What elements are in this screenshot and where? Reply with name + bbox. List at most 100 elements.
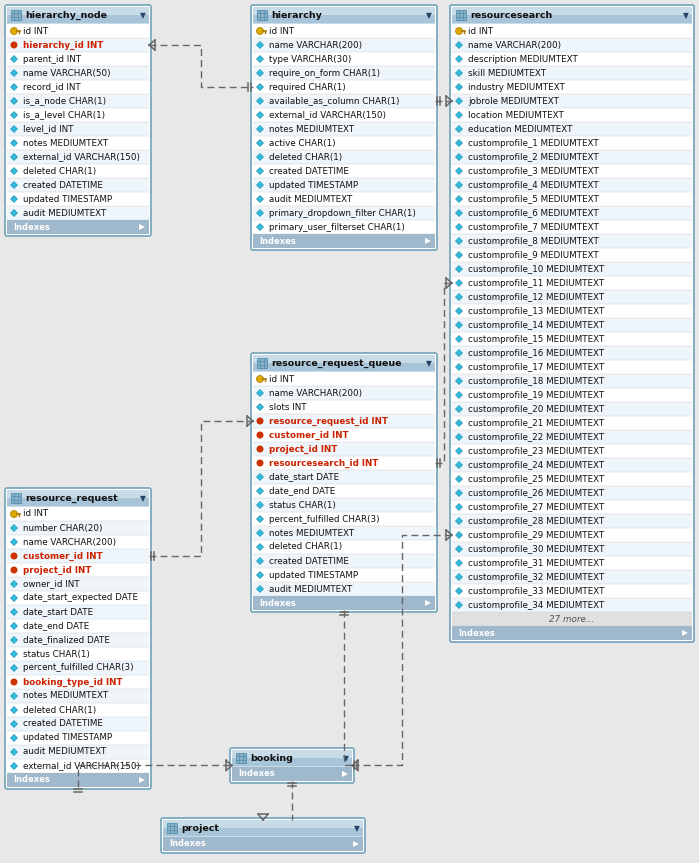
Bar — [7, 521, 149, 535]
Polygon shape — [10, 748, 17, 755]
Polygon shape — [10, 608, 17, 615]
Text: created DATETIME: created DATETIME — [23, 720, 103, 728]
Text: notes MEDIUMTEXT: notes MEDIUMTEXT — [23, 138, 108, 148]
Bar — [253, 136, 435, 150]
Text: updated TIMESTAMP: updated TIMESTAMP — [23, 194, 112, 204]
Text: booking_type_id INT: booking_type_id INT — [23, 677, 122, 687]
Text: customprofile_28 MEDIUMTEXT: customprofile_28 MEDIUMTEXT — [468, 516, 605, 526]
Text: status CHAR(1): status CHAR(1) — [269, 501, 336, 509]
Polygon shape — [257, 41, 264, 48]
Text: id INT: id INT — [269, 375, 294, 383]
Text: date_end DATE: date_end DATE — [269, 487, 336, 495]
Text: primary_user_filterset CHAR(1): primary_user_filterset CHAR(1) — [269, 223, 405, 231]
Text: percent_fulfilled CHAR(3): percent_fulfilled CHAR(3) — [23, 664, 134, 672]
Text: created DATETIME: created DATETIME — [269, 557, 349, 565]
Text: ▶: ▶ — [139, 223, 145, 231]
Bar — [253, 150, 435, 164]
Polygon shape — [10, 98, 17, 104]
Bar — [7, 66, 149, 80]
Polygon shape — [456, 210, 463, 217]
Text: customprofile_13 MEDIUMTEXT: customprofile_13 MEDIUMTEXT — [468, 306, 605, 316]
Bar — [253, 442, 435, 456]
Bar — [452, 15, 692, 23]
Bar — [7, 675, 149, 689]
Polygon shape — [456, 70, 463, 77]
Bar — [7, 703, 149, 717]
Polygon shape — [257, 140, 264, 147]
Polygon shape — [10, 84, 17, 91]
Text: record_id INT: record_id INT — [23, 83, 81, 91]
Text: customprofile_2 MEDIUMTEXT: customprofile_2 MEDIUMTEXT — [468, 153, 599, 161]
Text: notes MEDIUMTEXT: notes MEDIUMTEXT — [269, 124, 354, 134]
Bar — [7, 731, 149, 745]
Text: number CHAR(20): number CHAR(20) — [23, 524, 103, 532]
Polygon shape — [456, 406, 463, 413]
Bar — [163, 828, 363, 836]
Text: skill MEDIUMTEXT: skill MEDIUMTEXT — [468, 68, 546, 78]
Text: percent_fulfilled CHAR(3): percent_fulfilled CHAR(3) — [269, 514, 380, 524]
Bar — [11, 10, 21, 20]
Text: ▶: ▶ — [139, 776, 145, 784]
Text: updated TIMESTAMP: updated TIMESTAMP — [23, 734, 112, 742]
Text: notes MEDIUMTEXT: notes MEDIUMTEXT — [23, 691, 108, 701]
Bar — [7, 220, 149, 234]
Polygon shape — [456, 293, 463, 300]
Polygon shape — [456, 574, 463, 581]
Text: customprofile_26 MEDIUMTEXT: customprofile_26 MEDIUMTEXT — [468, 488, 604, 497]
Polygon shape — [456, 377, 463, 385]
Bar — [452, 318, 692, 332]
Text: name VARCHAR(200): name VARCHAR(200) — [269, 41, 362, 49]
Bar — [163, 837, 363, 851]
Bar — [452, 136, 692, 150]
Text: id INT: id INT — [468, 27, 493, 35]
Polygon shape — [10, 539, 17, 545]
Bar — [253, 206, 435, 220]
Text: type VARCHAR(30): type VARCHAR(30) — [269, 54, 352, 64]
Circle shape — [257, 375, 264, 382]
Polygon shape — [257, 557, 264, 564]
Polygon shape — [456, 322, 463, 329]
Text: ▼: ▼ — [683, 11, 689, 20]
Bar — [452, 570, 692, 584]
Polygon shape — [257, 167, 264, 174]
Text: notes MEDIUMTEXT: notes MEDIUMTEXT — [269, 528, 354, 538]
Text: Indexes: Indexes — [169, 840, 206, 848]
Text: customprofile_30 MEDIUMTEXT: customprofile_30 MEDIUMTEXT — [468, 545, 605, 553]
Text: location MEDIUMTEXT: location MEDIUMTEXT — [468, 110, 564, 119]
Text: Indexes: Indexes — [259, 236, 296, 245]
Polygon shape — [456, 532, 463, 539]
Text: customprofile_9 MEDIUMTEXT: customprofile_9 MEDIUMTEXT — [468, 250, 599, 260]
Bar — [7, 661, 149, 675]
Bar — [253, 355, 435, 372]
Bar — [452, 612, 692, 626]
Bar — [253, 108, 435, 122]
Polygon shape — [456, 518, 463, 525]
Circle shape — [257, 418, 264, 425]
Polygon shape — [10, 55, 17, 62]
Polygon shape — [257, 474, 264, 481]
Bar — [253, 192, 435, 206]
Bar — [452, 514, 692, 528]
Text: Indexes: Indexes — [259, 599, 296, 608]
Polygon shape — [257, 389, 264, 396]
Polygon shape — [456, 98, 463, 104]
Polygon shape — [257, 154, 264, 161]
Text: level_id INT: level_id INT — [23, 124, 73, 134]
Polygon shape — [10, 734, 17, 741]
Bar — [253, 220, 435, 234]
Bar — [253, 386, 435, 400]
Bar — [253, 498, 435, 512]
Bar — [7, 619, 149, 633]
Text: name VARCHAR(50): name VARCHAR(50) — [23, 68, 110, 78]
FancyBboxPatch shape — [251, 353, 437, 612]
Bar — [253, 456, 435, 470]
Text: date_start DATE: date_start DATE — [269, 473, 339, 482]
Circle shape — [10, 41, 17, 48]
Bar — [253, 540, 435, 554]
Polygon shape — [456, 307, 463, 314]
Bar — [253, 234, 435, 248]
Text: require_on_form CHAR(1): require_on_form CHAR(1) — [269, 68, 380, 78]
Polygon shape — [456, 433, 463, 440]
Polygon shape — [10, 140, 17, 147]
Bar — [7, 7, 149, 24]
